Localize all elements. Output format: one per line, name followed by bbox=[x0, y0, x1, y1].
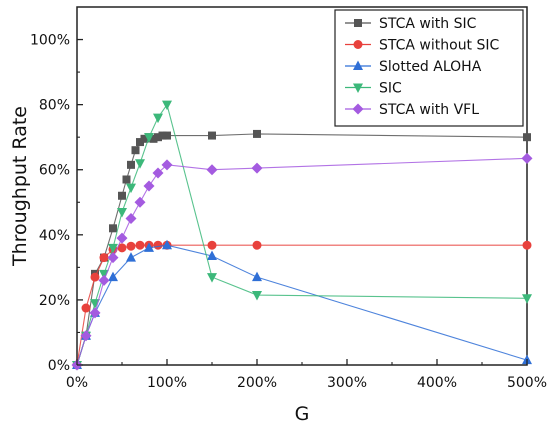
data-point-diamond bbox=[98, 274, 110, 286]
y-tick-label: 40% bbox=[39, 228, 70, 244]
series-line bbox=[76, 103, 528, 366]
data-point-square bbox=[163, 131, 171, 140]
data-point-triangle-down bbox=[135, 159, 145, 169]
data-point-triangle-down bbox=[117, 208, 127, 218]
x-tick-label: 0% bbox=[66, 375, 88, 391]
data-point-diamond bbox=[107, 252, 119, 264]
data-point-square bbox=[154, 133, 162, 142]
data-point-circle bbox=[207, 240, 217, 250]
data-point-triangle-down bbox=[90, 299, 100, 309]
data-point-triangle-down bbox=[522, 294, 532, 304]
data-point-triangle-down bbox=[108, 243, 118, 254]
axis-group: 0% 100% 200% 300% 400% 500% 0% 20% 40% 60% 80% 100% bbox=[30, 33, 547, 391]
data-point-circle bbox=[90, 272, 100, 282]
data-point-square bbox=[158, 131, 167, 140]
series-line bbox=[76, 244, 528, 366]
legend-label: SIC bbox=[379, 81, 402, 97]
data-point-square bbox=[127, 160, 135, 169]
legend-label: STCA with VFL bbox=[379, 102, 479, 118]
data-point-circle bbox=[353, 40, 363, 49]
data-point-diamond bbox=[251, 162, 263, 174]
data-point-square bbox=[253, 129, 261, 138]
data-point-square bbox=[208, 131, 216, 140]
data-point-circle bbox=[117, 243, 127, 253]
data-point-square bbox=[149, 134, 158, 143]
data-point-diamond bbox=[143, 180, 155, 192]
y-tick-label: 0% bbox=[48, 358, 70, 374]
data-point-square bbox=[131, 146, 140, 155]
data-point-diamond bbox=[206, 164, 218, 176]
legend: STCA with SIC STCA without SIC Slotted ALO… bbox=[334, 9, 524, 127]
data-point-triangle-down bbox=[99, 269, 109, 280]
data-point-triangle-up bbox=[252, 271, 262, 282]
series-group bbox=[71, 100, 533, 371]
data-point-diamond bbox=[352, 103, 364, 115]
series-slotted-aloha bbox=[72, 239, 532, 369]
legend-label: Slotted ALOHA bbox=[379, 59, 482, 75]
data-point-diamond bbox=[125, 213, 137, 225]
data-point-square bbox=[122, 175, 131, 184]
data-point-diamond bbox=[116, 232, 128, 244]
data-point-diamond bbox=[161, 159, 173, 171]
data-point-triangle-down bbox=[162, 100, 172, 111]
data-point-square bbox=[136, 138, 144, 147]
data-point-circle bbox=[81, 303, 91, 313]
data-point-diamond bbox=[80, 330, 92, 342]
data-point-triangle-up bbox=[108, 271, 118, 282]
data-point-diamond bbox=[521, 152, 533, 164]
data-point-triangle-down bbox=[144, 133, 154, 143]
data-point-triangle-down bbox=[252, 291, 262, 301]
data-point-circle bbox=[153, 240, 163, 250]
series-stca-without-sic bbox=[72, 240, 532, 370]
data-point-circle bbox=[522, 240, 532, 250]
data-point-triangle-up bbox=[162, 239, 172, 250]
data-point-diamond bbox=[134, 196, 146, 208]
data-point-circle bbox=[135, 240, 145, 250]
x-tick-label: 200% bbox=[237, 375, 277, 391]
data-point-diamond bbox=[152, 167, 164, 179]
x-tick-label: 400% bbox=[417, 375, 457, 391]
legend-label: STCA with SIC bbox=[379, 16, 477, 32]
data-point-triangle-up bbox=[207, 250, 217, 260]
data-point-circle bbox=[126, 241, 136, 251]
y-tick-label: 80% bbox=[39, 98, 70, 114]
data-point-square bbox=[109, 224, 117, 233]
series-stca-with-sic bbox=[73, 129, 531, 369]
legend-label: STCA without SIC bbox=[379, 38, 500, 54]
data-point-triangle-down bbox=[153, 113, 163, 124]
data-point-triangle-down bbox=[126, 183, 136, 194]
data-point-diamond bbox=[89, 307, 101, 319]
data-point-triangle-down bbox=[207, 273, 217, 283]
y-tick-label: 20% bbox=[39, 293, 70, 309]
series-line bbox=[76, 244, 527, 366]
x-tick-label: 500% bbox=[507, 375, 547, 391]
series-line bbox=[76, 157, 528, 366]
series-stca-with-vfl bbox=[71, 152, 533, 371]
data-point-triangle-down bbox=[353, 83, 363, 93]
x-tick-label: 100% bbox=[147, 375, 187, 391]
x-axis-title: G bbox=[295, 403, 310, 425]
legend-box bbox=[334, 9, 524, 127]
data-point-square bbox=[140, 134, 149, 143]
series-line bbox=[76, 133, 528, 366]
data-point-square bbox=[523, 133, 531, 142]
y-axis-title: Throughput Rate bbox=[9, 106, 31, 267]
y-tick-label: 100% bbox=[30, 33, 70, 49]
x-tick-label: 300% bbox=[327, 375, 367, 391]
data-point-square bbox=[354, 19, 362, 27]
y-tick-label: 60% bbox=[39, 163, 70, 179]
data-point-triangle-up bbox=[353, 60, 363, 70]
data-point-circle bbox=[252, 240, 262, 250]
data-point-triangle-up bbox=[126, 252, 136, 262]
data-point-circle bbox=[99, 253, 109, 263]
data-point-square bbox=[118, 191, 126, 200]
data-point-triangle-up bbox=[144, 242, 154, 252]
